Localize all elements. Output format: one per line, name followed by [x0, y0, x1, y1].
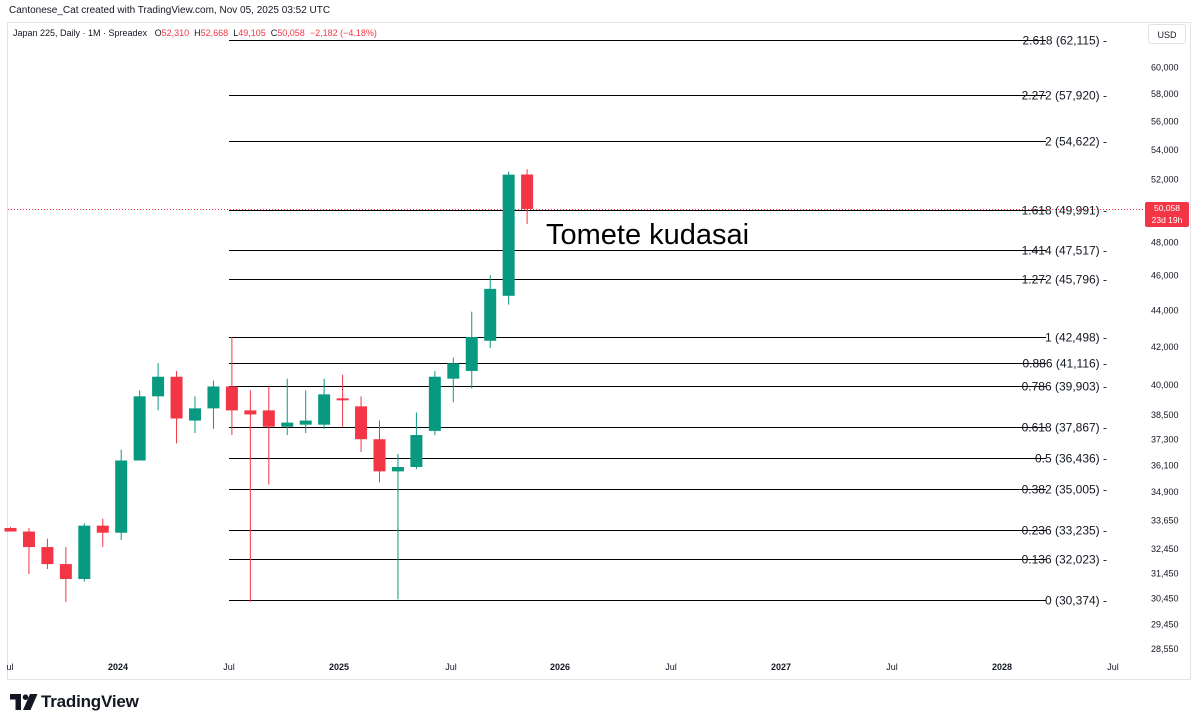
y-axis-tick-label: 52,000	[1151, 175, 1179, 185]
last-price-tag: 50,058 23d 19h	[1145, 202, 1189, 227]
y-axis-tick-label: 34,900	[1151, 487, 1179, 497]
fib-level-label: 0.136 (32,023) -	[1022, 553, 1107, 567]
fib-level-label: 0.236 (33,235) -	[1022, 524, 1107, 538]
candle-body[interactable]	[78, 525, 91, 579]
candle-body[interactable]	[484, 288, 497, 341]
x-axis-tick-label: 2024	[108, 662, 128, 672]
last-price-value: 50,058	[1154, 203, 1180, 213]
candle-body[interactable]	[465, 337, 478, 371]
open-label: O	[154, 28, 162, 38]
fib-level-label: 0.618 (37,867) -	[1022, 421, 1107, 435]
fib-level-label: 1 (42,498) -	[1045, 331, 1107, 345]
currency-button[interactable]: USD	[1148, 24, 1186, 44]
fib-level-label: 1.618 (49,991) -	[1022, 204, 1107, 218]
y-axis-tick-label: 58,000	[1151, 89, 1179, 99]
fib-level-label: 2 (54,622) -	[1045, 135, 1107, 149]
candle-body[interactable]	[4, 528, 17, 532]
y-axis-tick-label: 54,000	[1151, 145, 1179, 155]
y-axis-tick-label: 28,550	[1151, 644, 1179, 654]
fib-level-label: 0.886 (41,116) -	[1023, 357, 1108, 371]
candle-body[interactable]	[152, 376, 165, 397]
change-value: −2,182 (−4.18%)	[309, 28, 377, 38]
x-axis-tick-label: 2027	[771, 662, 791, 672]
candle-body[interactable]	[262, 410, 275, 427]
y-axis-tick-label: 32,450	[1151, 544, 1179, 554]
candle-body[interactable]	[299, 420, 312, 425]
x-axis-tick-label: Jul	[1107, 662, 1119, 672]
x-axis-tick-label: 2028	[992, 662, 1012, 672]
chart-credit: Cantonese_Cat created with TradingView.c…	[9, 5, 331, 16]
fib-level-label: 0 (30,374) -	[1045, 594, 1107, 608]
candle-body[interactable]	[170, 376, 183, 419]
candle-body[interactable]	[133, 396, 146, 461]
candle-body[interactable]	[502, 174, 515, 296]
y-axis-tick-label: 48,000	[1151, 237, 1179, 247]
symbol-name[interactable]: Japan 225, Daily · 1M · Spreadex	[13, 28, 148, 38]
chart-annotation: Tomete kudasai	[546, 219, 749, 251]
tradingview-logo[interactable]: TradingView	[9, 692, 139, 712]
candle-body[interactable]	[115, 460, 128, 533]
fib-level-label: 1.272 (45,796) -	[1022, 273, 1107, 287]
candle-body[interactable]	[281, 422, 294, 427]
x-axis-tick-label: ul	[6, 662, 13, 672]
candle-body[interactable]	[336, 398, 349, 401]
x-axis-tick-label: Jul	[665, 662, 677, 672]
y-axis-tick-label: 42,000	[1151, 342, 1179, 352]
candle-body[interactable]	[41, 547, 54, 565]
fib-level-label: 2.618 (62,115) -	[1023, 34, 1108, 48]
open-value: 52,310	[161, 28, 190, 38]
close-value: 50,058	[277, 28, 305, 38]
y-axis-tick-label: 30,450	[1151, 594, 1179, 604]
candle-body[interactable]	[521, 174, 534, 209]
chart-frame	[7, 22, 1191, 680]
candle-body[interactable]	[318, 394, 331, 425]
y-axis-tick-label: 56,000	[1151, 117, 1179, 127]
tradingview-logo-icon	[10, 694, 38, 710]
candle-body[interactable]	[22, 531, 35, 548]
y-axis-tick-label: 44,000	[1151, 305, 1179, 315]
x-axis-tick-label: Jul	[223, 662, 235, 672]
candle-body[interactable]	[428, 376, 441, 431]
fib-level-label: 2.272 (57,920) -	[1022, 89, 1107, 103]
y-axis-tick-label: 46,000	[1151, 271, 1179, 281]
fib-level-label: 0.5 (36,436) -	[1035, 452, 1107, 466]
y-axis-tick-label: 36,100	[1151, 460, 1179, 470]
candle-body[interactable]	[244, 410, 257, 415]
candle-body[interactable]	[410, 435, 423, 467]
low-value: 49,105	[238, 28, 266, 38]
candle-body[interactable]	[355, 406, 368, 440]
candle-body[interactable]	[391, 466, 404, 472]
y-axis-tick-label: 33,650	[1151, 515, 1179, 525]
high-label: H	[194, 28, 201, 38]
candle-body[interactable]	[189, 408, 201, 421]
candle-body[interactable]	[225, 386, 238, 411]
candle-body[interactable]	[373, 439, 386, 472]
fib-level-label: 0.786 (39,903) -	[1022, 380, 1107, 394]
y-axis-tick-label: 40,000	[1151, 380, 1179, 390]
candle-body[interactable]	[59, 564, 72, 579]
fib-level-label: 0.382 (35,005) -	[1022, 483, 1107, 497]
y-axis-tick-label: 31,450	[1151, 568, 1179, 578]
symbol-legend: Japan 225, Daily · 1M · Spreadex O52,310…	[13, 28, 377, 38]
x-axis-tick-label: 2026	[550, 662, 570, 672]
low-label: L	[233, 28, 239, 38]
x-axis-tick-label: Jul	[445, 662, 457, 672]
candle-body[interactable]	[96, 525, 109, 533]
y-axis-tick-label: 37,300	[1151, 435, 1179, 445]
fib-level-label: 1.414 (47,517) -	[1022, 244, 1107, 258]
y-axis-tick-label: 38,500	[1151, 410, 1179, 420]
x-axis-tick-label: 2025	[329, 662, 349, 672]
high-value: 52,668	[200, 28, 229, 38]
x-axis-tick-label: Jul	[886, 662, 898, 672]
y-axis-tick-label: 29,450	[1151, 620, 1179, 630]
y-axis-tick-label: 60,000	[1151, 63, 1179, 73]
brand-name: TradingView	[41, 692, 139, 711]
candle-body[interactable]	[447, 363, 460, 379]
candle-body[interactable]	[207, 386, 220, 409]
bar-countdown: 23d 19h	[1151, 215, 1183, 225]
close-label: C	[270, 28, 278, 38]
